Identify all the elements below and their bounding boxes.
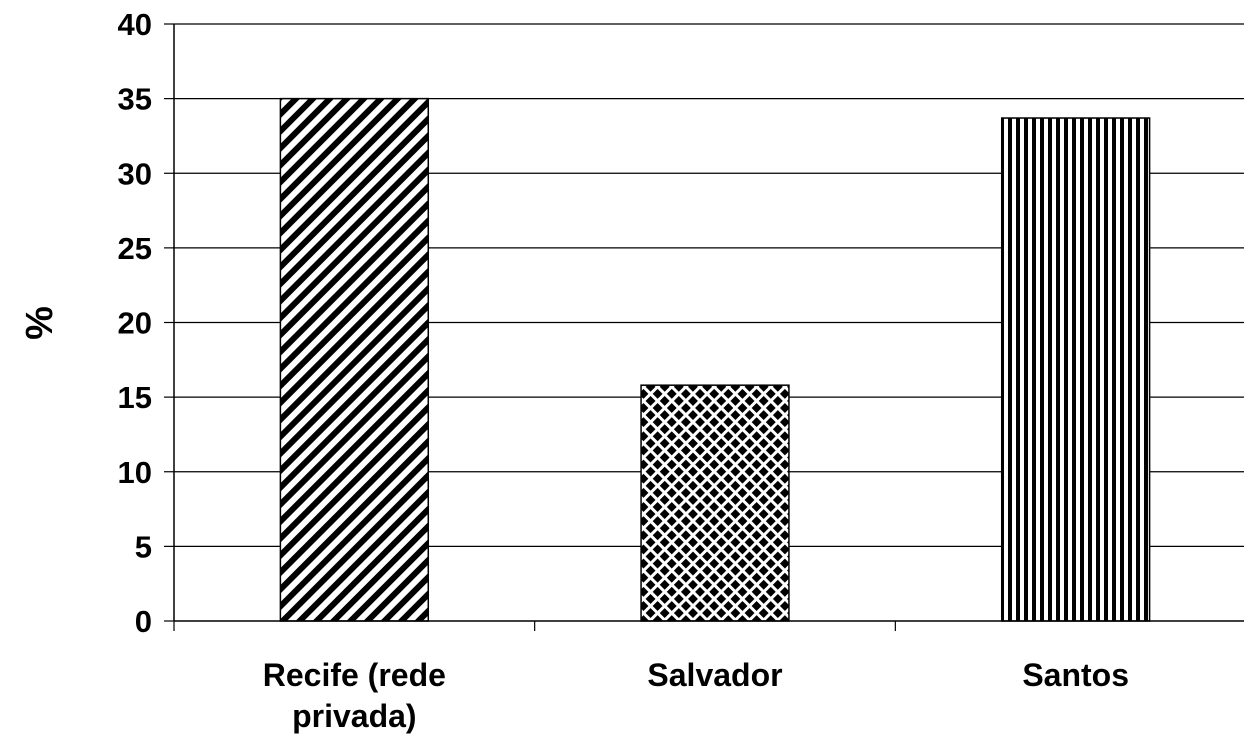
y-tick-label: 40 (118, 7, 152, 42)
x-category-label: Santos (1022, 657, 1129, 693)
y-tick-label: 0 (135, 604, 152, 639)
y-tick-label: 20 (118, 306, 152, 341)
x-category-label: privada) (292, 698, 416, 734)
y-axis-title: % (19, 306, 61, 340)
x-category-label: Recife (rede (263, 657, 446, 693)
bar (1000, 117, 1151, 622)
y-tick-label: 35 (118, 82, 152, 117)
y-tick-label: 15 (118, 380, 152, 415)
bars (279, 97, 1151, 622)
labels: 0 5 10 15 20 25 30 35 40 Recife (rede privada) Salv… (118, 7, 1129, 734)
y-tick-label: 25 (118, 231, 152, 266)
x-category-label: Salvador (647, 657, 782, 693)
axes (164, 23, 1244, 631)
bar (279, 97, 430, 622)
bar (640, 384, 790, 622)
y-tick-label: 10 (118, 455, 152, 490)
y-tick-label: 30 (118, 156, 152, 191)
y-tick-label: 5 (135, 529, 152, 564)
